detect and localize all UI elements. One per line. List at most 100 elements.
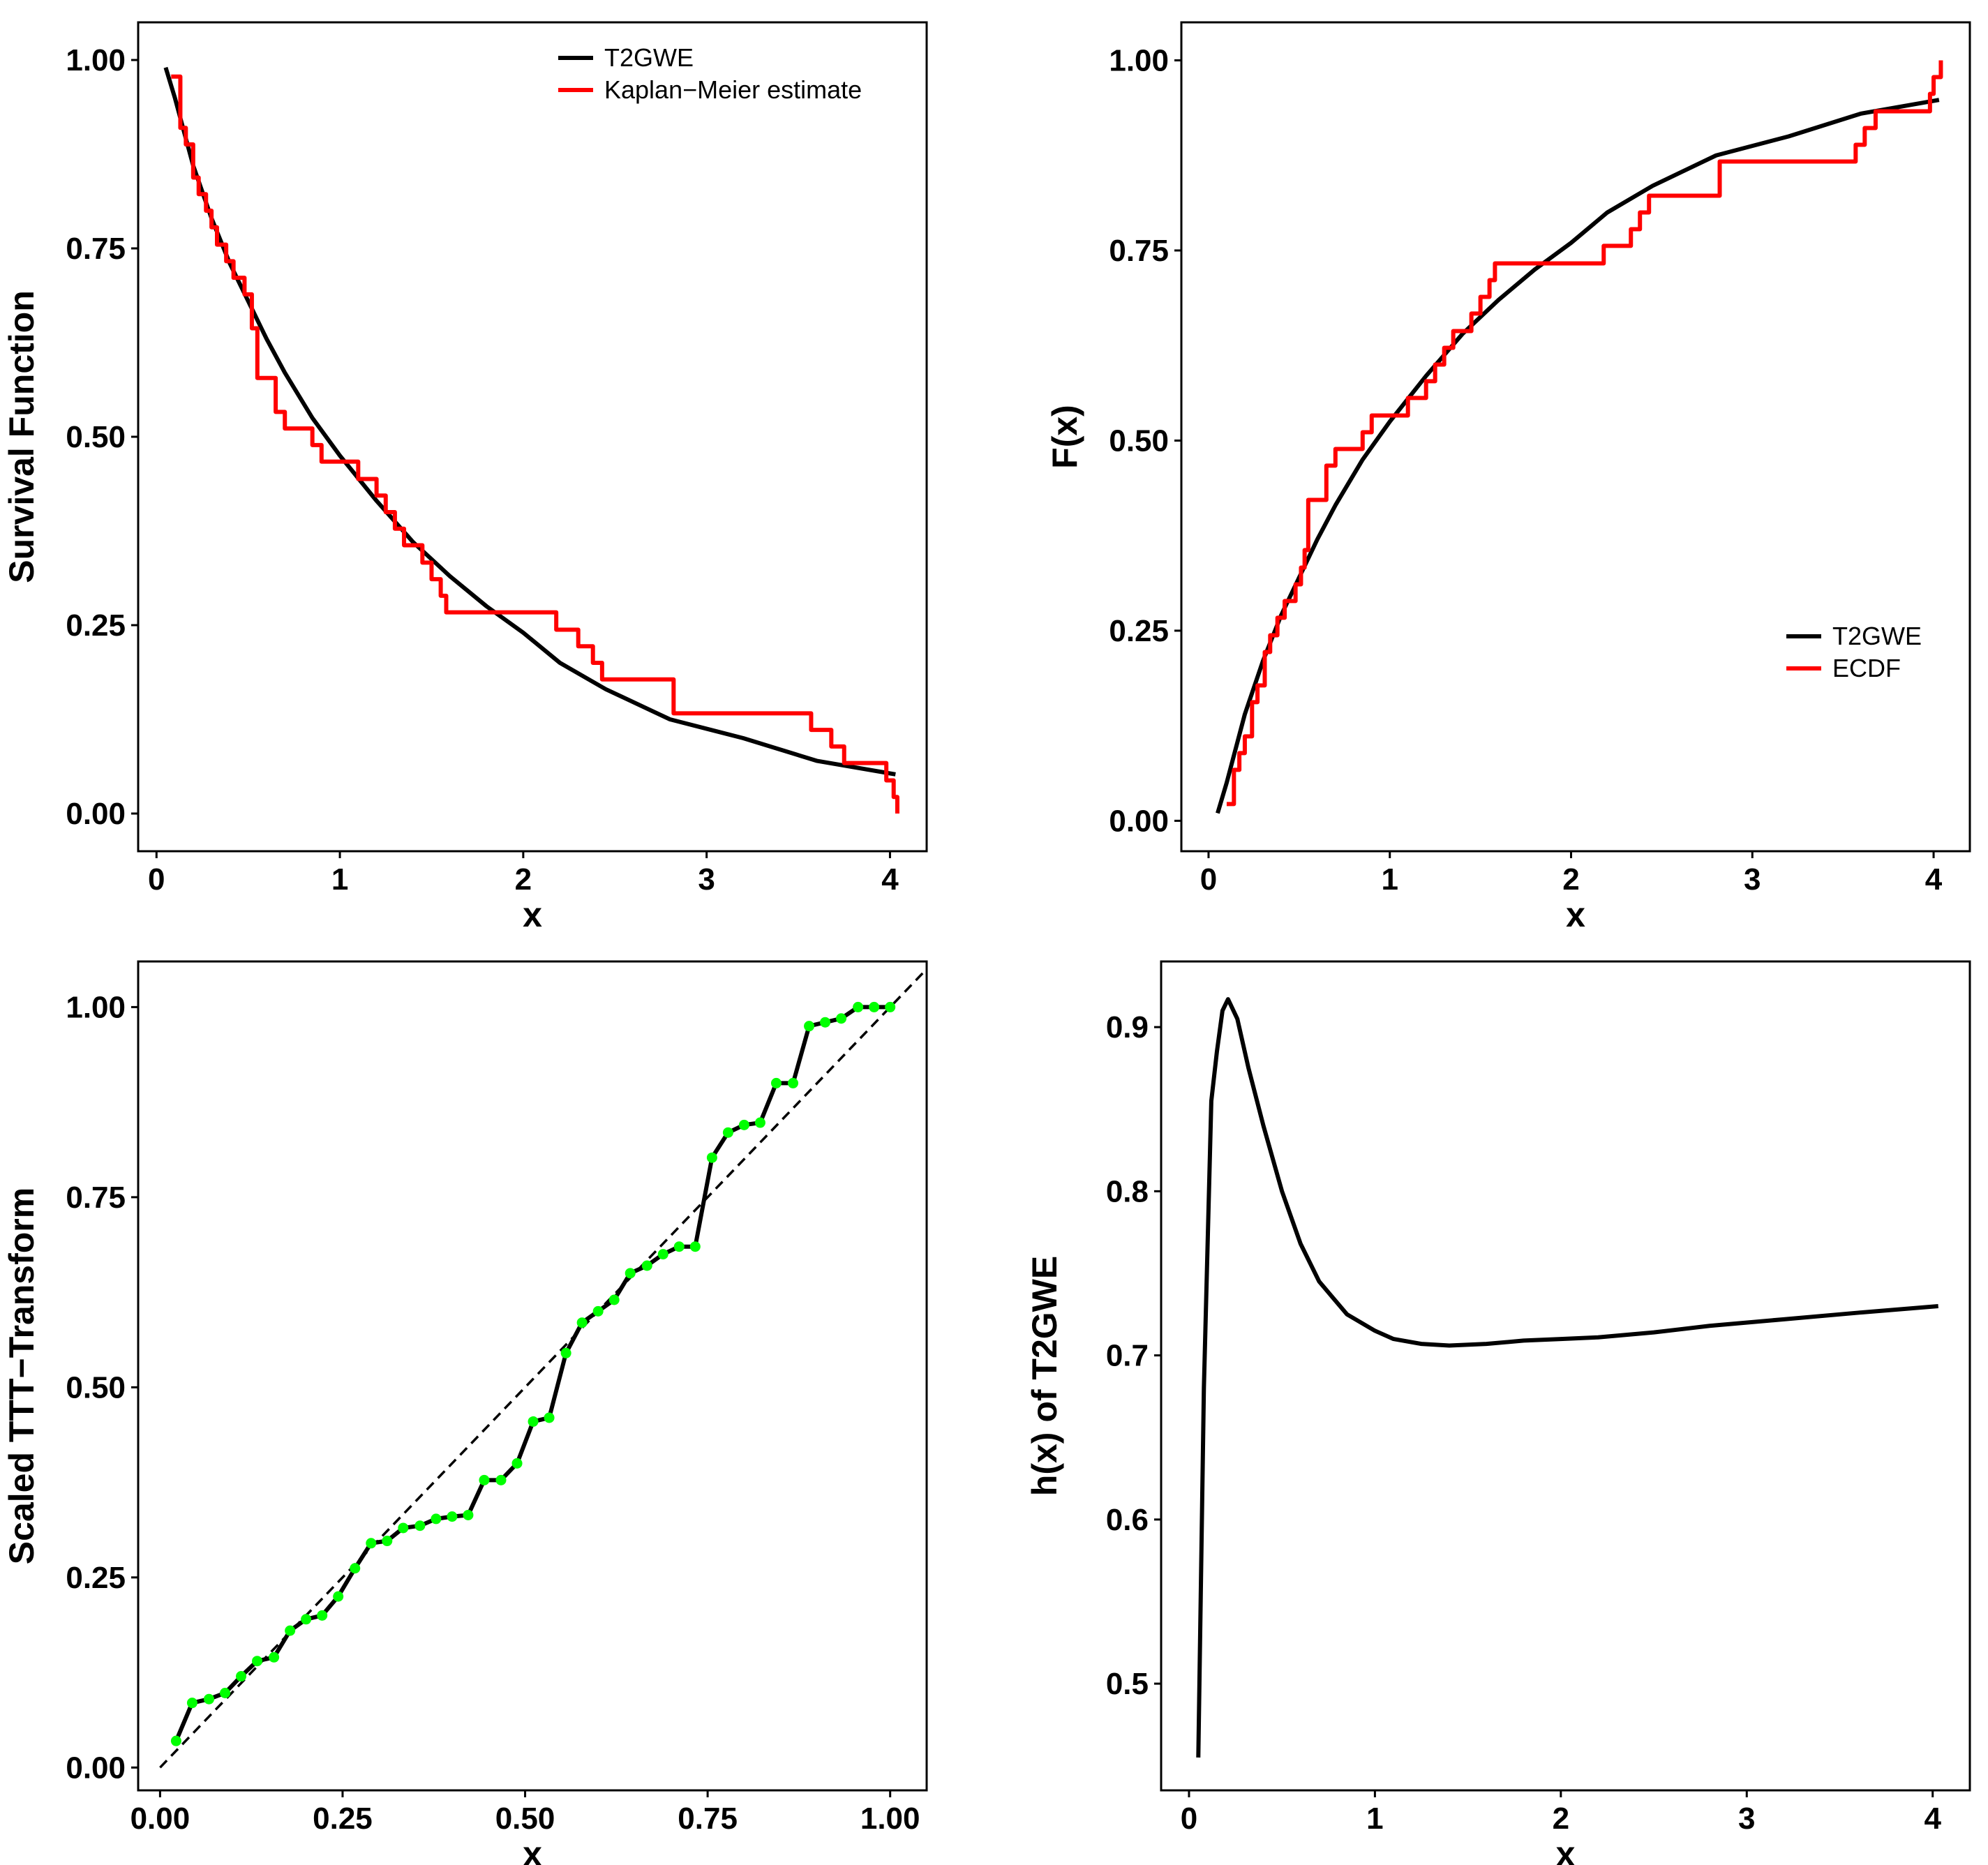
legend-label: T2GWE <box>1832 622 1922 650</box>
data-point <box>592 1305 604 1317</box>
data-point <box>885 1001 896 1012</box>
data-point <box>788 1077 799 1088</box>
y-tick-label: 0.9 <box>1106 1010 1149 1044</box>
data-point <box>544 1412 555 1423</box>
panel-hazard: 0.5 0.6 0.7 0.8 0.9 0 1 2 3 4 x h(x) of T2GWE <box>1025 960 1971 1865</box>
data-point <box>333 1591 344 1602</box>
y-tick-label: 0.75 <box>66 232 126 266</box>
data-point <box>754 1117 765 1128</box>
data-point <box>836 1013 847 1024</box>
data-point <box>252 1656 263 1667</box>
data-point <box>382 1536 393 1547</box>
data-point <box>366 1538 377 1549</box>
legend-label: ECDF <box>1832 654 1901 682</box>
data-point <box>820 1017 831 1028</box>
x-tick-label: 1 <box>1381 862 1398 897</box>
legend: T2GWE Kaplan−Meier estimate <box>558 43 862 104</box>
x-tick-label: 0 <box>1181 1802 1197 1836</box>
y-tick-label: 0.5 <box>1106 1667 1149 1701</box>
x-tick-label: 3 <box>698 862 715 897</box>
x-axis-title: x <box>1566 895 1585 934</box>
x-axis-title: x <box>523 895 542 934</box>
data-point <box>511 1458 523 1469</box>
data-point <box>170 1735 181 1746</box>
series-line-t2gwe <box>163 66 896 777</box>
data-point <box>641 1260 652 1271</box>
data-point <box>853 1001 864 1012</box>
data-point <box>186 1698 197 1709</box>
y-axis-title: Scaled TTT−Transform <box>2 1188 41 1564</box>
y-tick-label: 0.7 <box>1106 1339 1149 1373</box>
y-axis-title: h(x) of T2GWE <box>1025 1256 1064 1496</box>
plot-frame <box>137 21 928 853</box>
data-point <box>738 1119 749 1130</box>
legend-label: T2GWE <box>604 43 694 72</box>
data-point <box>722 1127 733 1138</box>
x-tick-label: 0.50 <box>495 1802 555 1836</box>
data-point <box>479 1474 490 1485</box>
plot-frame <box>1180 21 1971 853</box>
x-tick-label: 2 <box>1553 1802 1569 1836</box>
data-point <box>869 1001 880 1012</box>
data-point <box>236 1671 247 1682</box>
data-point <box>350 1563 361 1574</box>
y-axis-title: F(x) <box>1045 405 1084 469</box>
data-point <box>673 1241 685 1252</box>
legend: T2GWE ECDF <box>1786 622 1922 682</box>
x-tick-label: 1 <box>1366 1802 1383 1836</box>
y-tick-label: 0.8 <box>1106 1174 1149 1208</box>
x-tick-label: 4 <box>1925 862 1943 897</box>
panel-cdf: 0.00 0.25 0.50 0.75 1.00 0 1 2 3 4 x F(x) T2GWE ECDF <box>1045 21 1971 934</box>
x-tick-label: 2 <box>1562 862 1579 897</box>
data-point <box>560 1347 571 1358</box>
y-tick-label: 0.50 <box>66 1370 126 1405</box>
series-line-t2gwe <box>1216 98 1940 814</box>
plot-frame <box>1160 960 1971 1792</box>
plot-frame <box>137 960 928 1792</box>
x-tick-label: 0 <box>148 862 165 897</box>
y-tick-label: 1.00 <box>1109 43 1169 77</box>
y-tick-label: 1.00 <box>66 43 126 77</box>
data-point <box>447 1511 458 1522</box>
series-line-kaplan-meier-estimate <box>171 74 899 814</box>
series-line-t2gwe <box>1196 997 1938 1758</box>
y-tick-label: 1.00 <box>66 990 126 1024</box>
data-point <box>804 1021 815 1032</box>
data-point <box>431 1513 442 1525</box>
y-tick-label: 0.25 <box>66 1561 126 1595</box>
data-point <box>220 1687 231 1698</box>
y-tick-label: 0.75 <box>1109 234 1169 268</box>
data-point <box>689 1241 701 1252</box>
data-point <box>414 1520 426 1531</box>
y-tick-label: 0.25 <box>66 608 126 643</box>
data-point <box>528 1416 539 1427</box>
x-tick-label: 0.00 <box>130 1802 190 1836</box>
data-point <box>706 1152 717 1163</box>
y-tick-label: 0.25 <box>1109 614 1169 648</box>
y-tick-label: 0.6 <box>1106 1503 1149 1537</box>
panel-survival: 0.00 0.25 0.50 0.75 1.00 0 1 2 3 4 x Survival Funct… <box>2 21 928 934</box>
data-point <box>317 1610 328 1621</box>
x-tick-label: 4 <box>1924 1802 1941 1836</box>
x-tick-label: 0 <box>1200 862 1217 897</box>
data-point <box>625 1268 636 1279</box>
x-tick-label: 3 <box>1738 1802 1755 1836</box>
x-tick-label: 0.75 <box>678 1802 738 1836</box>
x-tick-label: 1.00 <box>860 1802 920 1836</box>
y-tick-label: 0.50 <box>66 420 126 454</box>
x-axis-title: x <box>1556 1834 1576 1865</box>
data-point <box>285 1625 296 1636</box>
y-axis-title: Survival Function <box>2 290 41 583</box>
data-point <box>770 1077 782 1088</box>
x-tick-label: 0.25 <box>313 1802 373 1836</box>
data-point <box>657 1249 668 1260</box>
data-point <box>203 1693 214 1705</box>
x-axis-title: x <box>523 1834 542 1865</box>
reference-line <box>159 968 927 1769</box>
x-tick-label: 2 <box>515 862 532 897</box>
data-point <box>398 1522 409 1534</box>
y-tick-label: 0.00 <box>66 797 126 831</box>
data-point <box>576 1317 588 1328</box>
panel-ttt: 0.00 0.25 0.50 0.75 1.00 0.00 0.25 0.50 0.75 1.00… <box>2 960 928 1865</box>
